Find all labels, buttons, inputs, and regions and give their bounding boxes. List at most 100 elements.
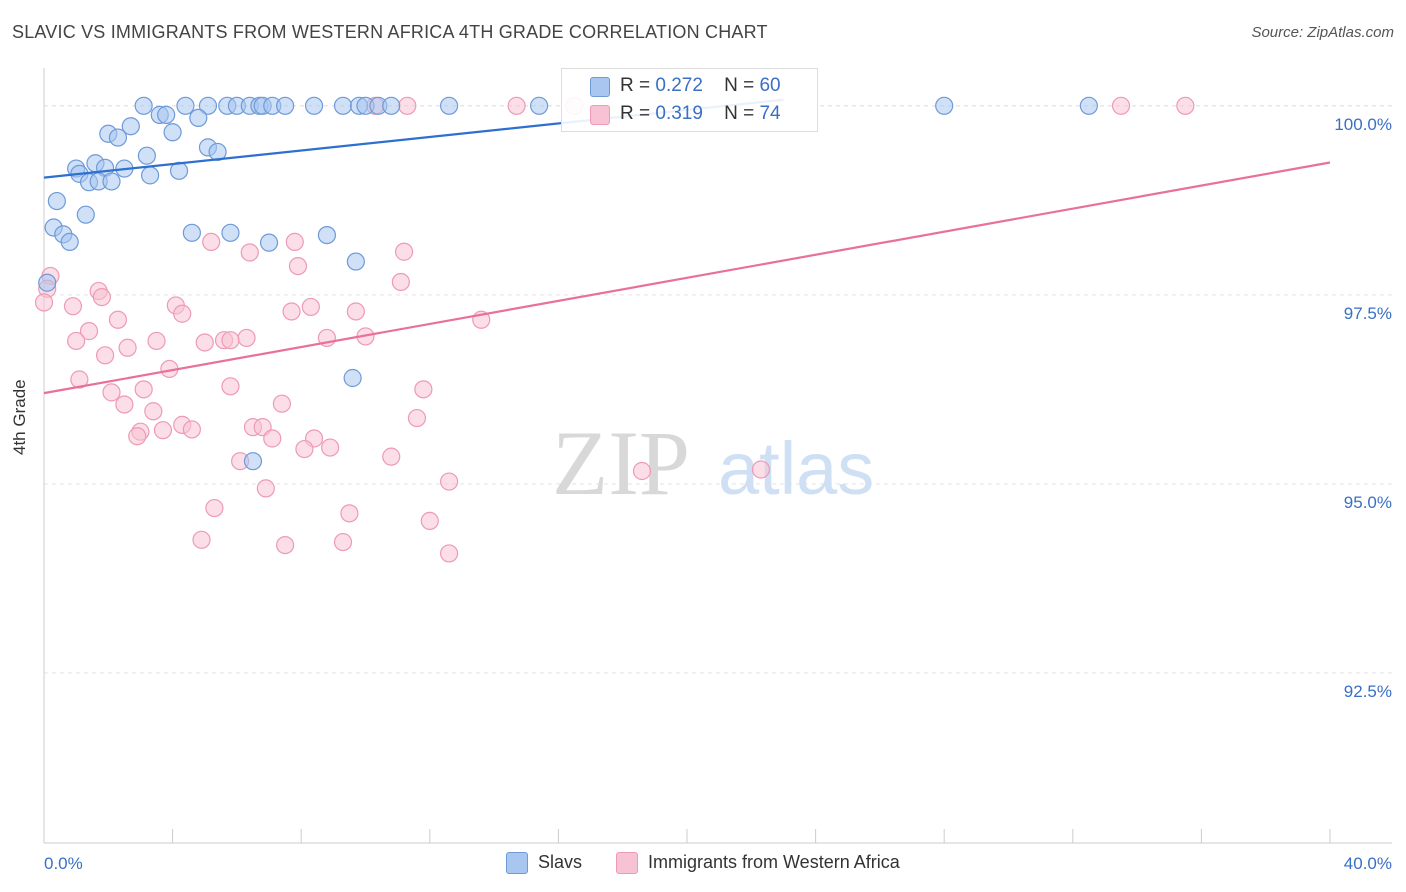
immigrants-point (34, 293, 54, 312)
slavs-point (382, 96, 401, 115)
source-label: Source: ZipAtlas.com (1251, 24, 1394, 41)
immigrants-point (276, 535, 295, 555)
immigrants-point (391, 272, 410, 292)
immigrants-point (1176, 96, 1195, 115)
immigrants-point (263, 429, 282, 448)
immigrants-r-label: R = (620, 103, 651, 124)
slavs-point (221, 223, 240, 242)
immigrants-point (144, 402, 163, 421)
x-ticks (43, 829, 1331, 843)
immigrants-point (118, 338, 137, 357)
slavs-swatch (590, 77, 610, 97)
watermark-atlas: atlas (718, 427, 874, 510)
immigrants-point (346, 302, 365, 321)
slavs-point (134, 96, 153, 115)
immigrants-point (173, 304, 192, 323)
immigrants-point (398, 96, 417, 115)
immigrants-point (285, 232, 304, 252)
immigrants-n-value: 74 (759, 103, 781, 124)
slavs-point (76, 205, 95, 224)
slavs-point (343, 368, 362, 388)
immigrants-point (282, 302, 301, 321)
x-tick-label-max: 40.0% (1344, 854, 1392, 873)
immigrants-point (63, 297, 83, 316)
immigrants-point (394, 242, 414, 261)
y-tick-label: 97.5% (1344, 304, 1392, 323)
immigrants-point (115, 395, 134, 414)
y-tick-labels: 92.5% 95.0% 97.5% 100.0% (1334, 115, 1392, 701)
slavs-r-label: R = (620, 75, 651, 96)
immigrants-point (333, 532, 353, 552)
slavs-point (530, 96, 549, 115)
axes (43, 68, 1392, 844)
immigrants-point (195, 333, 214, 352)
immigrants-point (128, 427, 147, 446)
immigrants-point (288, 256, 308, 276)
immigrants-point (632, 461, 652, 481)
slavs-r-value: 0.272 (655, 75, 703, 96)
immigrants-point (751, 460, 771, 479)
slavs-point (163, 123, 182, 142)
slavs-point (140, 166, 160, 185)
immigrants-trend-line (43, 161, 1331, 395)
immigrants-point (295, 439, 314, 459)
immigrants-point (147, 331, 166, 351)
slavs-point (304, 96, 324, 115)
immigrants-point (79, 322, 99, 341)
immigrants-point (407, 408, 427, 428)
immigrants-point (92, 287, 111, 307)
bottom-legend-immigrants-swatch (616, 852, 638, 874)
immigrants-point (321, 438, 340, 457)
slavs-points (38, 96, 1098, 471)
trend-lines (43, 98, 1331, 395)
immigrants-point (420, 511, 439, 531)
slavs-point (176, 96, 195, 115)
watermark-zip: ZIP (552, 412, 690, 514)
slavs-point (108, 128, 128, 147)
immigrants-point (205, 498, 224, 518)
slavs-point (1079, 96, 1098, 115)
slavs-point (346, 252, 365, 271)
immigrants-point (507, 96, 526, 115)
slavs-n-label: N = (724, 75, 755, 96)
immigrants-r-value: 0.319 (655, 103, 703, 124)
immigrants-point (272, 394, 292, 413)
immigrants-swatch (590, 105, 610, 125)
slavs-point (276, 96, 295, 115)
slavs-point (38, 273, 57, 292)
y-tick-label: 92.5% (1344, 682, 1392, 701)
immigrants-point (237, 328, 256, 348)
slavs-point (121, 117, 140, 136)
immigrants-point (70, 370, 89, 389)
immigrants-point (221, 377, 240, 396)
immigrants-point (414, 380, 433, 399)
bottom-legend-slavs-swatch (506, 852, 528, 874)
gridlines (44, 105, 1392, 674)
immigrants-point (382, 447, 401, 466)
chart-title: SLAVIC VS IMMIGRANTS FROM WESTERN AFRICA… (12, 22, 768, 42)
immigrants-point (67, 331, 86, 351)
immigrants-point (256, 479, 275, 498)
slavs-point (243, 452, 263, 471)
slavs-point (60, 232, 79, 252)
immigrants-point (301, 297, 320, 317)
immigrants-point (202, 232, 221, 252)
slavs-n-value: 60 (759, 75, 781, 96)
slavs-point (102, 172, 121, 191)
slavs-point (157, 105, 176, 124)
bottom-legend-slavs: Slavs (538, 852, 583, 872)
slavs-point (333, 96, 353, 115)
immigrants-point (439, 472, 459, 491)
immigrants-point (439, 544, 459, 563)
slavs-point (317, 225, 337, 245)
immigrants-point (153, 421, 173, 440)
immigrants-n-label: N = (724, 103, 755, 124)
slavs-stats: R = 0.272 N = 60 (620, 75, 781, 97)
correlation-legend: R = 0.272 N = 60 R = 0.319 N = 74 (561, 68, 818, 132)
slavs-point (439, 96, 459, 115)
slavs-point (137, 146, 156, 165)
immigrants-point (108, 310, 128, 329)
immigrants-point (134, 380, 153, 399)
immigrants-point (340, 504, 359, 523)
